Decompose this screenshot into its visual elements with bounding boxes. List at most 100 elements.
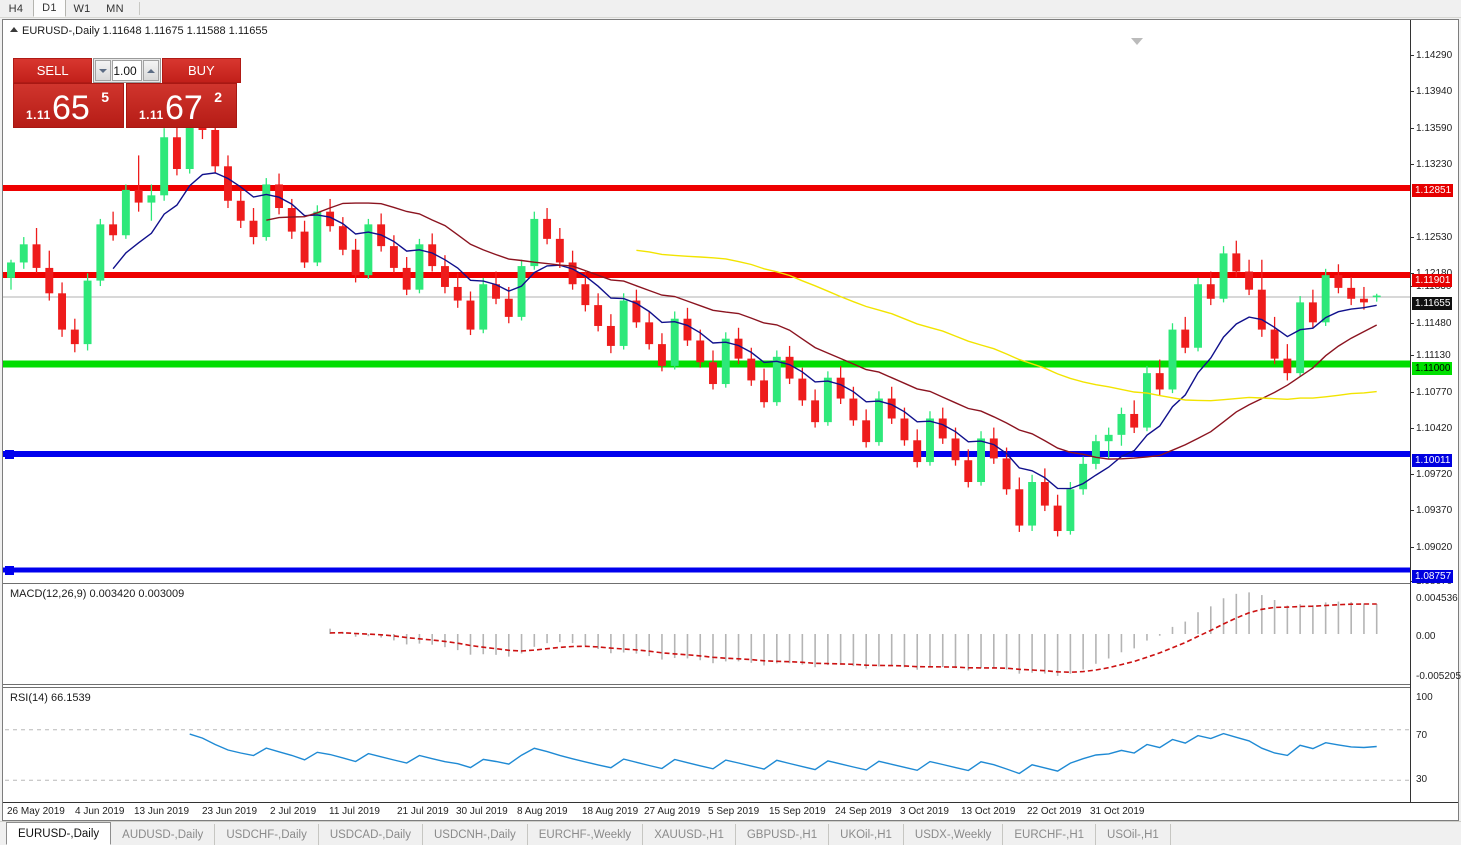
candle-body[interactable]	[1143, 373, 1151, 428]
candle-body[interactable]	[224, 166, 232, 201]
candle-body[interactable]	[977, 438, 985, 483]
candle-body[interactable]	[453, 286, 462, 301]
candle-body[interactable]	[492, 284, 500, 299]
candle-body[interactable]	[1359, 298, 1368, 303]
candle-body[interactable]	[632, 300, 641, 323]
level-anchor-handle[interactable]	[5, 566, 14, 575]
candle-body[interactable]	[1347, 287, 1356, 299]
symbol-tab-usdcnhdaily[interactable]: USDCNH-,Daily	[423, 824, 528, 845]
candle-body[interactable]	[1040, 482, 1049, 506]
candle-body[interactable]	[1308, 302, 1317, 323]
candle-body[interactable]	[1066, 489, 1075, 532]
candle-body[interactable]	[1245, 271, 1254, 290]
candle-body[interactable]	[517, 266, 526, 317]
candle-body[interactable]	[1372, 295, 1381, 298]
candle-body[interactable]	[389, 246, 398, 268]
candle-body[interactable]	[1283, 358, 1292, 374]
candle-body[interactable]	[338, 226, 347, 250]
price-level-chip[interactable]: 1.11000	[1412, 362, 1453, 375]
candle-body[interactable]	[926, 418, 934, 463]
candle-body[interactable]	[900, 418, 909, 441]
candle-body[interactable]	[964, 460, 973, 483]
candle-body[interactable]	[1091, 441, 1100, 464]
timeframe-tab-d1[interactable]: D1	[33, 0, 66, 17]
candle-body[interactable]	[849, 398, 858, 421]
candle-body[interactable]	[262, 184, 271, 238]
candle-body[interactable]	[466, 300, 475, 330]
timeframe-tab-h4[interactable]: H4	[8, 2, 24, 15]
candle-body[interactable]	[1334, 275, 1343, 288]
candle-body[interactable]	[275, 184, 283, 209]
volume-increase-button[interactable]	[142, 60, 159, 81]
candle-body[interactable]	[1168, 329, 1177, 390]
candle-body[interactable]	[913, 440, 922, 463]
symbol-tab-xauusdh1[interactable]: XAUUSD-,H1	[643, 824, 736, 845]
candle-body[interactable]	[862, 420, 871, 443]
candle-body[interactable]	[568, 262, 577, 285]
candle-body[interactable]	[185, 108, 194, 170]
price-level-chip[interactable]: 1.10011	[1412, 454, 1453, 467]
candle-body[interactable]	[811, 400, 820, 423]
candle-body[interactable]	[160, 137, 169, 196]
candle-body[interactable]	[1028, 482, 1037, 526]
candle-body[interactable]	[543, 218, 552, 239]
chart-plot-area[interactable]	[3, 20, 1458, 820]
sell-price-tile[interactable]: 1.11 65 5	[13, 83, 124, 128]
symbol-tab-gbpusdh1[interactable]: GBPUSD-,H1	[736, 824, 830, 845]
candle-body[interactable]	[1002, 458, 1011, 490]
one-click-trading-panel[interactable]: SELL 1.00 BUY 1.11 65 5 1.11 67 2	[13, 58, 241, 128]
price-scale[interactable]: 1.14290 1.13940 1.13590 1.13230 1.12530 1.121…	[1410, 20, 1461, 817]
candle-body[interactable]	[1130, 413, 1139, 428]
candle-body[interactable]	[134, 189, 143, 203]
candle-body[interactable]	[364, 224, 373, 276]
price-level-chip[interactable]: 1.11901	[1412, 274, 1453, 287]
candle-body[interactable]	[1257, 289, 1266, 330]
sell-button[interactable]: SELL	[13, 58, 93, 83]
candle-body[interactable]	[70, 329, 79, 345]
symbol-tab-ukoilh1[interactable]: UKOil-,H1	[829, 824, 904, 845]
timeframe-tab-mn[interactable]: MN	[106, 2, 124, 15]
candle-body[interactable]	[249, 220, 258, 238]
symbol-tab-eurchfweekly[interactable]: EURCHF-,Weekly	[528, 824, 644, 845]
candle-body[interactable]	[938, 418, 947, 439]
candle-body[interactable]	[1079, 463, 1088, 490]
candle-body[interactable]	[83, 280, 92, 345]
candle-body[interactable]	[747, 358, 756, 381]
symbol-tab-audusddaily[interactable]: AUDUSD-,Daily	[111, 824, 216, 845]
candle-body[interactable]	[887, 398, 896, 419]
symbol-tab-eurusddaily[interactable]: EURUSD-,Daily	[6, 822, 112, 845]
candle-body[interactable]	[606, 325, 615, 346]
candle-body[interactable]	[670, 318, 679, 366]
candle-body[interactable]	[1053, 505, 1062, 532]
candle-body[interactable]	[823, 377, 832, 423]
candle-body[interactable]	[772, 356, 781, 403]
candle-body[interactable]	[504, 298, 513, 317]
buy-price-tile[interactable]: 1.11 67 2	[126, 83, 237, 128]
candle-body[interactable]	[836, 377, 845, 399]
candle-body[interactable]	[798, 378, 807, 401]
candle-body[interactable]	[657, 344, 666, 366]
volume-decrease-button[interactable]	[95, 60, 112, 81]
collapse-arrow-icon[interactable]	[10, 27, 18, 32]
candle-body[interactable]	[7, 262, 15, 278]
candle-body[interactable]	[58, 293, 67, 330]
candle-body[interactable]	[287, 208, 296, 232]
candle-body[interactable]	[45, 267, 54, 294]
price-level-chip[interactable]: 1.12851	[1412, 184, 1454, 197]
candle-body[interactable]	[594, 305, 603, 326]
candle-body[interactable]	[326, 211, 335, 227]
candle-body[interactable]	[696, 340, 705, 363]
candle-body[interactable]	[555, 238, 564, 263]
candle-body[interactable]	[760, 380, 769, 403]
candle-body[interactable]	[236, 200, 245, 221]
candle-body[interactable]	[402, 267, 411, 290]
candle-body[interactable]	[441, 266, 449, 287]
volume-stepper[interactable]: 1.00	[93, 58, 161, 83]
candle-body[interactable]	[147, 195, 156, 203]
chart-canvas[interactable]	[3, 20, 1458, 820]
timeframe-tab-w1[interactable]: W1	[73, 2, 91, 15]
price-level-chip[interactable]: 1.11655	[1412, 297, 1453, 310]
candle-body[interactable]	[96, 224, 105, 281]
candle-body[interactable]	[1321, 275, 1330, 323]
symbol-tab-eurchfh1[interactable]: EURCHF-,H1	[1003, 824, 1097, 845]
